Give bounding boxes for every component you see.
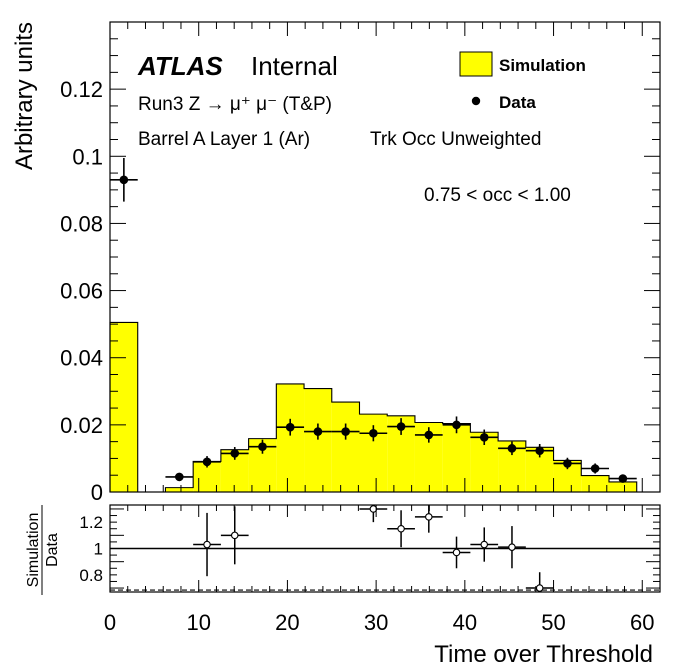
data-point (479, 432, 489, 442)
ratio-ylabel-denominator: Data (44, 533, 61, 567)
data-point (424, 430, 434, 440)
ratio-point (535, 584, 544, 592)
main-x-ticks (109, 22, 661, 492)
ratio-points (193, 505, 554, 592)
y-tick-label: 0.02 (60, 413, 103, 438)
x-tick-label: 20 (275, 610, 299, 635)
ratio-plot-panel: 0 10 20 30 40 50 60 0.8 1 1.2 Simulation Data Ti… (25, 504, 661, 668)
y-tick-label: 0.12 (60, 77, 103, 102)
process-label: Run3 Z → μ⁺ μ⁻ (T&P) (138, 94, 332, 115)
data-point (119, 175, 129, 185)
ratio-y-tick-label: 0.8 (79, 566, 103, 585)
data-point (258, 442, 267, 451)
y-tick-label: 0.1 (72, 144, 103, 169)
legend-data-marker (471, 96, 481, 106)
x-tick-label: 50 (541, 610, 565, 635)
ratio-point (397, 524, 405, 533)
data-point (175, 472, 184, 482)
simulation-bar (110, 322, 138, 492)
simulation-bar (331, 402, 360, 492)
x-tick-label: 10 (186, 610, 210, 635)
legend-simulation-swatch (459, 51, 493, 77)
data-points (110, 157, 637, 483)
ratio-y-tick-label: 1.2 (79, 513, 103, 532)
simulation-bar (304, 388, 332, 492)
data-point (202, 457, 212, 467)
y-tick-label: 0.06 (60, 279, 103, 304)
ratio-point (425, 513, 433, 521)
data-point (369, 428, 378, 438)
simulation-bar (442, 423, 471, 492)
data-point (341, 427, 350, 436)
ratio-point (452, 548, 461, 557)
x-tick-label: 30 (364, 610, 388, 635)
y-tick-label: 0.04 (60, 346, 103, 371)
legend-data-label: Data (499, 93, 536, 112)
data-point (618, 474, 628, 483)
legend: Simulation Data (459, 51, 586, 112)
ratio-point (230, 531, 239, 540)
ratio-ylabel-numerator: Simulation (25, 513, 42, 588)
y-axis-label: Arbitrary units (11, 22, 38, 170)
ratio-y-axis-label: Simulation Data (25, 505, 61, 595)
main-y-ticks: 0 0.02 0.04 0.06 0.08 0.1 0.12 (60, 21, 660, 505)
simulation-outline (109, 321, 638, 493)
data-point (563, 459, 572, 468)
legend-simulation-label: Simulation (499, 56, 586, 75)
data-point (313, 427, 323, 436)
data-point (396, 422, 406, 431)
ratio-y-tick-label: 1 (94, 540, 103, 559)
x-tick-label: 40 (453, 610, 477, 635)
y-tick-label: 0.08 (60, 211, 103, 236)
occupancy-range-label: 0.75 < occ < 1.00 (424, 185, 571, 206)
ratio-point (369, 505, 378, 513)
ratio-point (508, 543, 516, 551)
ratio-point (480, 540, 488, 549)
region-label: Barrel A Layer 1 (Ar) (138, 129, 310, 150)
data-point (452, 420, 461, 430)
main-plot-panel: 0 0.02 0.04 0.06 0.08 0.1 0.12 Arbitrary units… (11, 21, 661, 505)
x-tick-label: 60 (630, 610, 654, 635)
simulation-bar (608, 481, 637, 492)
y-tick-label: 0 (91, 480, 103, 505)
ratio-x-ticks: 0 10 20 30 40 50 60 (104, 505, 661, 635)
ratio-point (203, 540, 211, 549)
data-point (535, 446, 544, 456)
data-point (507, 444, 517, 453)
ratio-y-ticks: 0.8 1 1.2 (79, 508, 660, 589)
x-axis-label: Time over Threshold (434, 641, 653, 668)
simulation-bar (165, 487, 194, 492)
internal-label: Internal (251, 51, 338, 81)
atlas-label: ATLAS (137, 51, 223, 81)
data-point (230, 449, 240, 458)
simulation-bar (581, 475, 609, 492)
data-point (590, 464, 600, 473)
weighting-label: Trk Occ Unweighted (370, 129, 541, 150)
x-tick-label: 0 (104, 610, 116, 635)
simulation-histogram (109, 321, 638, 493)
simulation-bar (276, 383, 305, 492)
data-point (285, 422, 295, 432)
